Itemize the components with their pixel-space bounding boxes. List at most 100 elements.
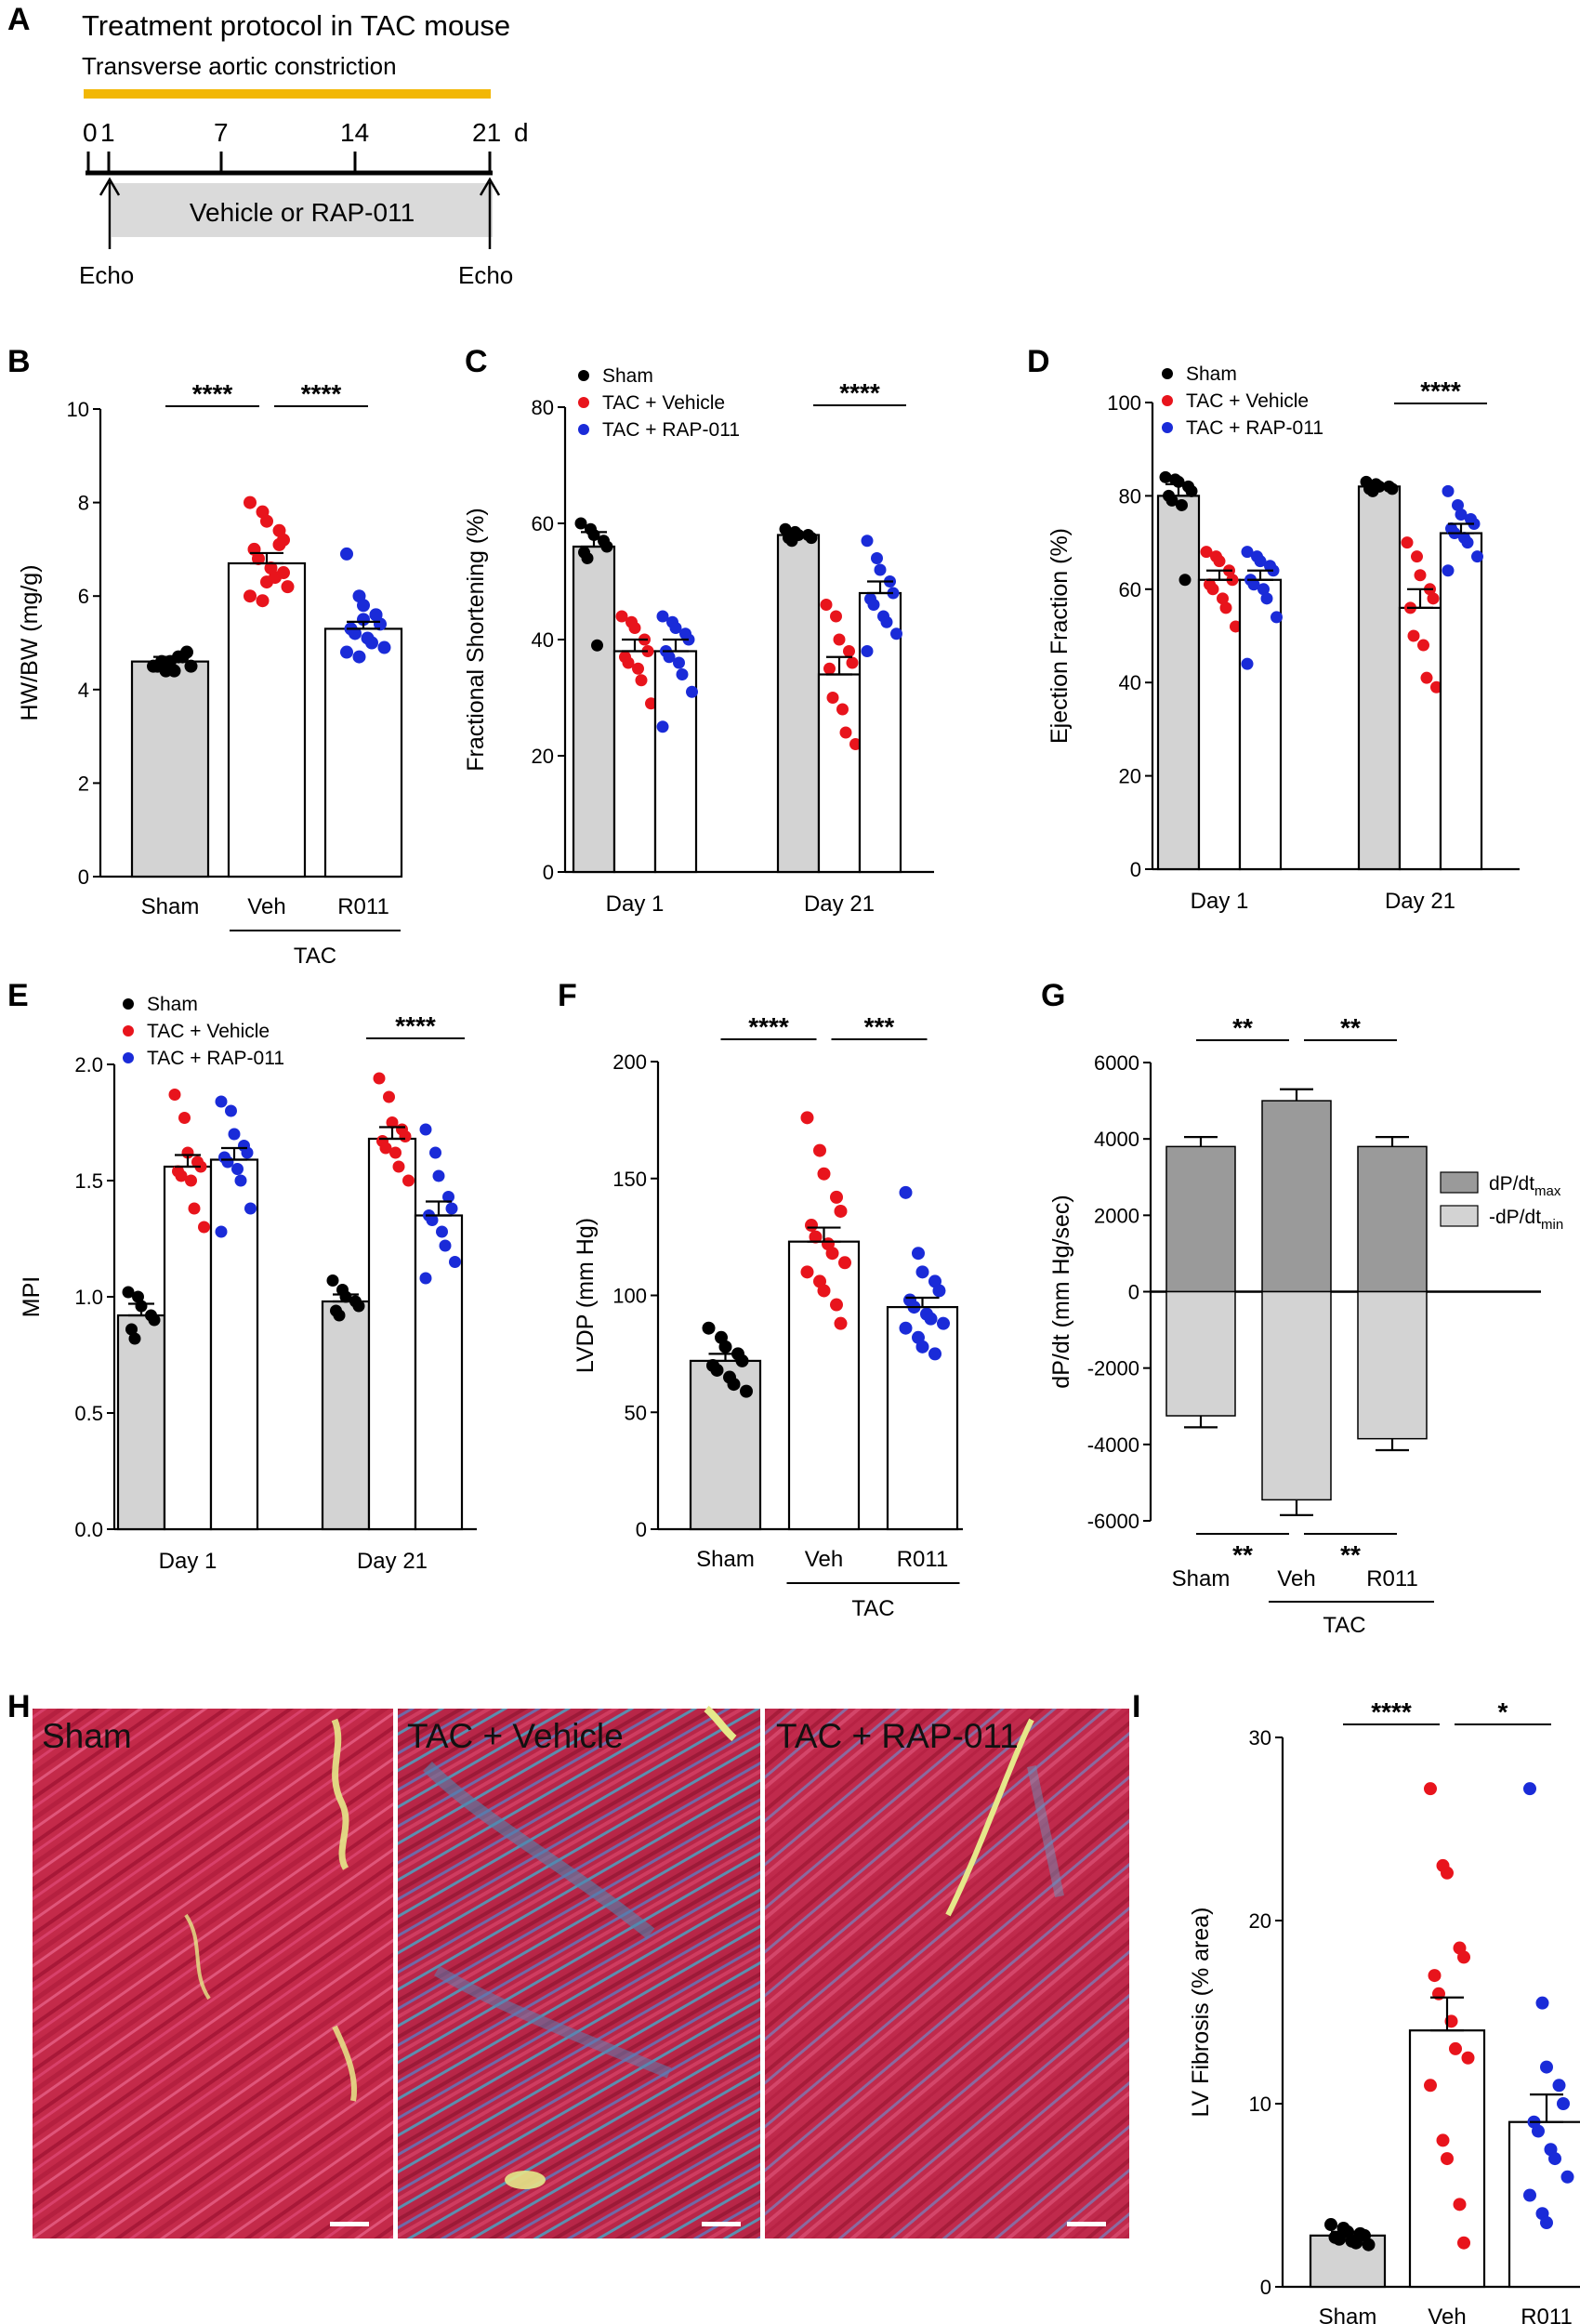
data-point: [1362, 2238, 1376, 2251]
x-category-label: Sham: [141, 894, 200, 919]
y-tick-label: 2000: [1094, 1204, 1139, 1227]
y-tick-label: 10: [1249, 2093, 1271, 2116]
data-point: [1217, 592, 1229, 605]
histology-label-tac-vehicle: TAC + Vehicle: [407, 1717, 624, 1755]
data-point: [1241, 657, 1254, 670]
y-tick-label: 0: [1260, 2276, 1271, 2299]
data-point: [1441, 1866, 1454, 1880]
y-tick-label: 0: [1130, 858, 1141, 881]
echo-label-right: Echo: [458, 261, 513, 289]
y-tick-label: 100: [612, 1285, 647, 1308]
data-point: [800, 1265, 814, 1279]
data-point: [352, 1300, 365, 1313]
data-point: [830, 1298, 843, 1312]
data-point: [178, 1112, 191, 1124]
y-tick-label: 40: [532, 628, 554, 652]
legend-marker: [123, 1052, 134, 1063]
data-point: [645, 697, 657, 710]
data-point: [1206, 583, 1219, 596]
bar: [572, 545, 616, 874]
y-axis-label: MPI: [19, 1276, 45, 1317]
y-tick-label: 60: [1119, 578, 1141, 601]
data-point: [1453, 2198, 1467, 2212]
data-point: [1442, 484, 1455, 497]
data-point: [805, 1219, 818, 1233]
data-point: [861, 535, 874, 548]
y-tick-label: 6000: [1094, 1051, 1139, 1075]
bar: [367, 1137, 417, 1531]
data-point: [1260, 592, 1273, 605]
data-point: [1523, 2188, 1536, 2202]
data-point: [340, 645, 353, 659]
legend-label: -dP/dtmin: [1489, 1207, 1563, 1233]
data-point: [1461, 536, 1474, 549]
timeline-tick-label: 21: [472, 118, 501, 147]
y-tick-label: 2: [78, 772, 89, 795]
panel-d-chart: D 0 20 40 60 80 100 Ejection Fraction (%) Sham TA…: [1027, 344, 1520, 914]
data-point: [686, 685, 698, 698]
y-tick-label: 4000: [1094, 1128, 1139, 1151]
data-point: [830, 1190, 843, 1204]
data-point: [333, 1309, 346, 1322]
data-point: [1165, 494, 1178, 507]
significance-label: *: [1498, 1697, 1508, 1726]
data-point: [1441, 2152, 1454, 2166]
protocol-title: Treatment protocol in TAC mouse: [82, 9, 510, 42]
panel-label: E: [7, 978, 29, 1013]
x-category-label: Veh: [1277, 1566, 1315, 1591]
data-point: [439, 1239, 452, 1252]
data-point: [1452, 498, 1464, 511]
bar: [116, 1314, 166, 1531]
data-point: [740, 1384, 753, 1398]
legend-marker: [123, 1025, 134, 1037]
y-tick-label: 100: [1107, 391, 1141, 415]
data-point: [281, 580, 295, 594]
data-point: [168, 1089, 181, 1101]
data-point: [836, 703, 849, 716]
data-point: [932, 1284, 946, 1298]
data-point: [635, 674, 648, 687]
data-point: [1230, 620, 1242, 633]
scale-bar: [330, 2222, 369, 2226]
legend-label: TAC + RAP-011: [602, 419, 740, 441]
y-tick-label: -4000: [1087, 1433, 1139, 1457]
legend-subscript: min: [1541, 1217, 1563, 1233]
y-tick-label: 0: [543, 861, 554, 884]
legend-marker: [123, 998, 134, 1010]
data-point: [432, 1169, 445, 1182]
data-point: [1455, 508, 1468, 521]
data-point: [1213, 555, 1226, 568]
legend-label: dP/dtmax: [1489, 1173, 1561, 1199]
panel-h: H Sham TAC + Vehicle TAC + RAP-011: [7, 1689, 1129, 2238]
data-point: [148, 1314, 161, 1327]
bar: [321, 1300, 371, 1531]
panel-label-a: A: [7, 2, 31, 37]
data-point: [1540, 2216, 1553, 2230]
data-point: [890, 627, 902, 640]
y-tick-label: 0: [1128, 1281, 1139, 1304]
y-axis-label: Fractional Shortening (%): [463, 508, 489, 771]
data-point: [272, 537, 286, 551]
data-point: [833, 633, 846, 646]
data-point: [377, 640, 391, 654]
significance-label: ****: [748, 1012, 789, 1041]
data-point: [813, 1143, 826, 1157]
data-point: [1548, 2152, 1561, 2166]
data-point: [622, 656, 635, 669]
data-point: [800, 1111, 814, 1125]
y-tick-label: 4: [78, 679, 89, 702]
data-point: [442, 1191, 454, 1203]
data-point: [1424, 1782, 1437, 1796]
y-tick-label: 2.0: [74, 1053, 103, 1076]
data-point: [838, 1256, 851, 1270]
x-category-label: Veh: [805, 1547, 843, 1572]
bar: [776, 534, 821, 874]
y-tick-label: 30: [1249, 1726, 1271, 1750]
data-point: [1185, 484, 1198, 497]
y-tick-label: -6000: [1087, 1510, 1139, 1533]
y-axis-label: LVDP (mm Hg): [573, 1218, 599, 1373]
bar-r011: [323, 627, 403, 878]
data-point: [727, 1378, 741, 1392]
x-category-label: R011: [337, 894, 389, 919]
